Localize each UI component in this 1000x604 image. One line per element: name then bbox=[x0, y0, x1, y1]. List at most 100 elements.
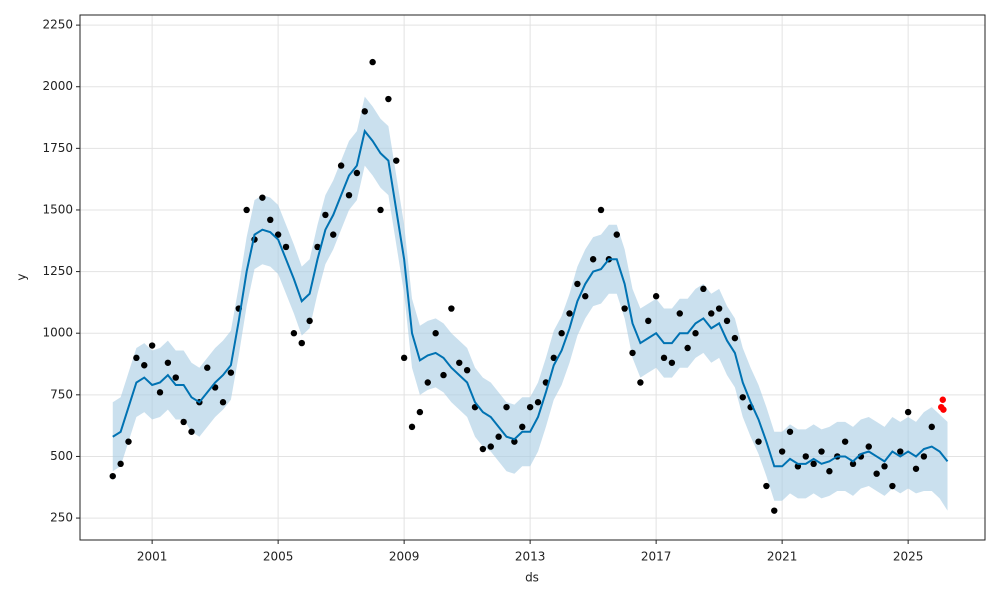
observed-point bbox=[526, 403, 534, 411]
observed-point bbox=[731, 334, 739, 342]
y-tick-label: 1000 bbox=[42, 326, 73, 340]
observed-point bbox=[369, 58, 376, 66]
x-tick-label: 2017 bbox=[641, 550, 672, 564]
observed-point bbox=[881, 463, 888, 470]
observed-point bbox=[204, 364, 211, 371]
observed-point bbox=[503, 403, 510, 411]
observed-point bbox=[440, 371, 447, 379]
observed-point bbox=[180, 418, 187, 426]
observed-point bbox=[377, 206, 384, 214]
y-tick-label: 500 bbox=[50, 449, 73, 463]
observed-point bbox=[739, 394, 746, 401]
observed-point bbox=[109, 472, 116, 480]
recent-point bbox=[939, 396, 946, 403]
x-tick-label: 2009 bbox=[389, 550, 420, 564]
observed-point bbox=[920, 453, 928, 460]
observed-point bbox=[463, 366, 471, 374]
observed-point bbox=[723, 317, 731, 325]
observed-point bbox=[188, 428, 195, 435]
observed-point bbox=[172, 374, 179, 381]
observed-point bbox=[133, 354, 140, 362]
observed-point bbox=[322, 211, 329, 219]
observed-point bbox=[361, 108, 368, 115]
x-axis-label: ds bbox=[525, 571, 539, 585]
observed-point bbox=[708, 310, 715, 317]
observed-point bbox=[637, 379, 644, 386]
observed-point bbox=[826, 468, 833, 475]
observed-point bbox=[519, 423, 526, 431]
observed-point bbox=[141, 362, 148, 369]
observed-point bbox=[495, 433, 502, 440]
observed-point bbox=[448, 305, 455, 312]
observed-point bbox=[692, 330, 699, 337]
y-tick-label: 250 bbox=[50, 511, 73, 525]
observed-point bbox=[534, 399, 542, 406]
observed-point bbox=[306, 317, 313, 325]
observed-point bbox=[676, 310, 683, 317]
observed-point bbox=[156, 389, 164, 396]
observed-point bbox=[715, 305, 723, 312]
observed-point bbox=[259, 194, 266, 201]
observed-point bbox=[393, 157, 400, 164]
observed-point bbox=[849, 460, 857, 468]
observed-point bbox=[353, 169, 361, 177]
observed-point bbox=[290, 330, 298, 337]
y-tick-label: 1750 bbox=[42, 141, 73, 155]
y-tick-label: 1250 bbox=[42, 264, 73, 278]
observed-point bbox=[148, 342, 156, 349]
observed-point bbox=[345, 191, 353, 199]
observed-point bbox=[684, 344, 691, 352]
observed-point bbox=[487, 443, 494, 450]
observed-point bbox=[629, 349, 636, 357]
observed-point bbox=[873, 470, 880, 477]
y-axis-label: y bbox=[15, 273, 29, 280]
observed-point bbox=[337, 162, 345, 169]
observed-point bbox=[456, 359, 463, 366]
observed-point bbox=[802, 453, 809, 460]
observed-point bbox=[668, 359, 676, 366]
observed-point bbox=[778, 448, 786, 455]
observed-point bbox=[928, 423, 935, 431]
observed-point bbox=[424, 379, 431, 386]
observed-point bbox=[432, 330, 439, 337]
observed-point bbox=[566, 310, 573, 317]
observed-point bbox=[117, 460, 124, 468]
observed-point bbox=[582, 293, 589, 300]
observed-point bbox=[558, 330, 565, 337]
observed-point bbox=[400, 354, 408, 362]
observed-point bbox=[408, 423, 416, 431]
observed-point bbox=[416, 408, 424, 416]
observed-point bbox=[786, 428, 794, 435]
x-tick-label: 2013 bbox=[515, 550, 546, 564]
y-tick-label: 2250 bbox=[42, 18, 73, 32]
observed-point bbox=[810, 460, 817, 468]
observed-point bbox=[700, 285, 707, 293]
y-tick-label: 750 bbox=[50, 387, 73, 401]
observed-point bbox=[282, 243, 290, 251]
observed-point bbox=[125, 438, 132, 445]
observed-point bbox=[771, 507, 778, 514]
observed-point bbox=[314, 243, 321, 251]
observed-point bbox=[227, 369, 235, 376]
observed-point bbox=[479, 445, 487, 453]
observed-point bbox=[621, 305, 628, 312]
observed-point bbox=[865, 443, 872, 450]
observed-point bbox=[385, 95, 392, 103]
observed-point bbox=[274, 231, 282, 238]
observed-point bbox=[755, 438, 762, 445]
uncertainty-band bbox=[112, 96, 948, 511]
observed-point bbox=[550, 354, 557, 362]
y-tick-label: 1500 bbox=[42, 202, 73, 216]
observed-point bbox=[912, 465, 920, 472]
x-tick-label: 2021 bbox=[767, 550, 798, 564]
observed-point bbox=[660, 354, 668, 362]
observed-point bbox=[589, 256, 597, 263]
observed-point bbox=[763, 482, 770, 490]
observed-point bbox=[243, 206, 250, 214]
x-tick-label: 2005 bbox=[263, 550, 294, 564]
y-tick-label: 2000 bbox=[42, 79, 73, 93]
observed-point bbox=[597, 206, 605, 214]
observed-point bbox=[267, 216, 274, 224]
